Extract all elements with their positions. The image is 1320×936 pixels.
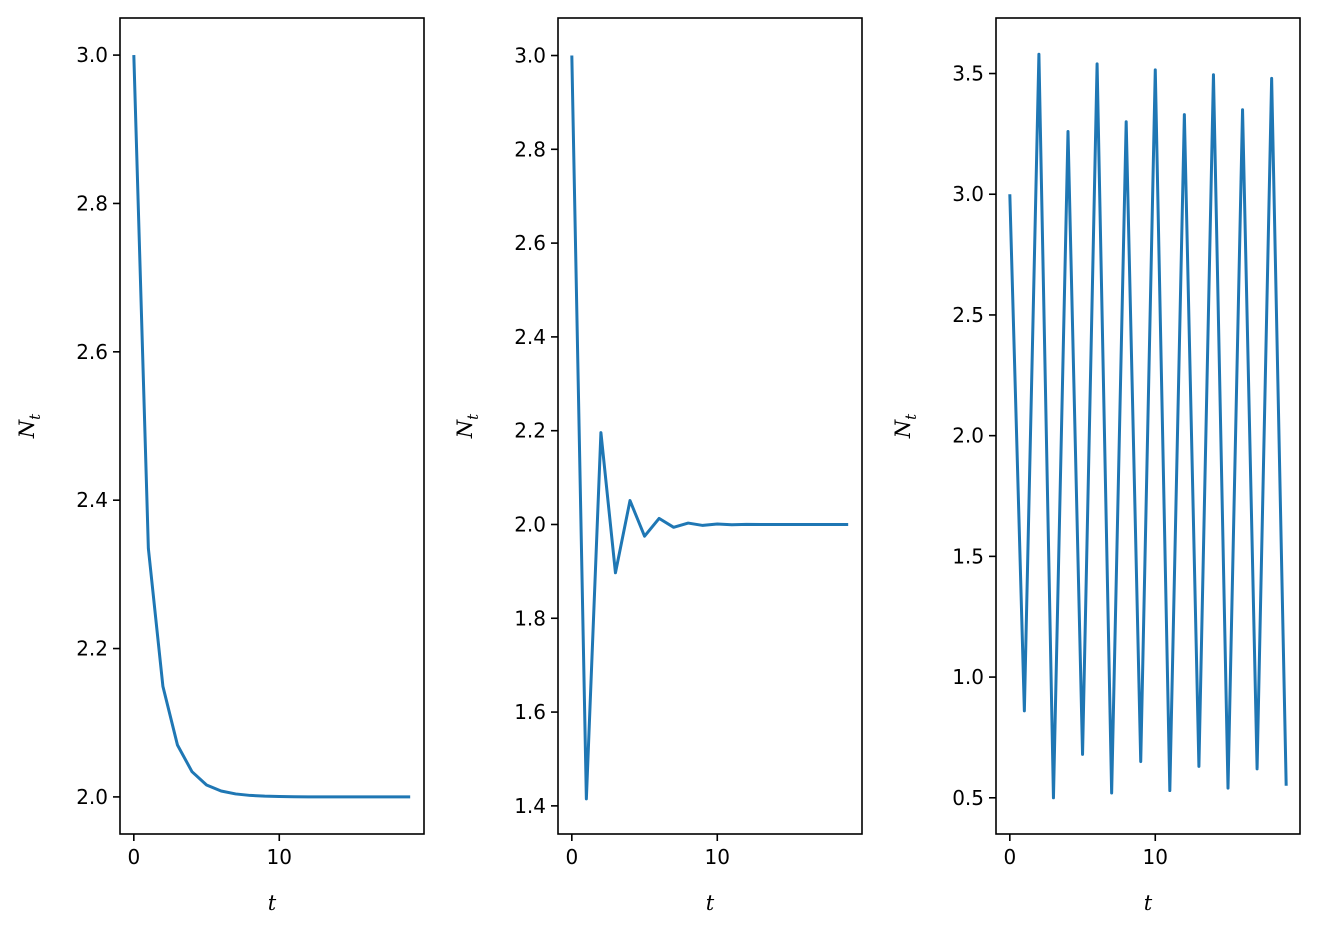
y-tick-label: 2.0 (952, 424, 984, 448)
y-tick-label: 2.8 (514, 137, 546, 161)
y-tick-label: 2.0 (76, 785, 108, 809)
y-tick-label: 1.0 (952, 665, 984, 689)
y-tick-label: 0.5 (952, 786, 984, 810)
y-tick-label: 1.5 (952, 544, 984, 568)
y-tick-label: 2.8 (76, 191, 108, 215)
x-tick-label: 10 (1143, 845, 1168, 869)
x-tick-label: 0 (1003, 845, 1016, 869)
y-tick-label: 2.6 (76, 340, 108, 364)
x-axis-label: t (1144, 891, 1153, 915)
x-axis-label: t (706, 891, 715, 915)
y-axis-label: Nt (891, 413, 920, 439)
y-tick-label: 2.6 (514, 231, 546, 255)
y-tick-label: 2.4 (76, 488, 108, 512)
y-tick-label: 1.6 (514, 700, 546, 724)
y-axis-label: Nt (15, 413, 44, 439)
y-tick-label: 2.4 (514, 325, 546, 349)
subplot-2: 1.4 1.6 1.8 2.0 2.2 2.4 2.6 2.8 3.0 0 10 t Nt (453, 17, 863, 915)
x-axis-label: t (268, 891, 277, 915)
y-tick-label: 3.0 (76, 43, 108, 67)
y-tick-label: 3.0 (952, 182, 984, 206)
y-tick-label: 3.5 (952, 62, 984, 86)
y-tick-label: 3.0 (514, 44, 546, 68)
series-line (570, 55, 849, 801)
series-line (1008, 52, 1288, 800)
y-tick-label: 2.2 (76, 637, 108, 661)
axes-frame (995, 17, 1301, 835)
y-tick-label: 2.2 (514, 419, 546, 443)
y-tick-label: 1.8 (514, 606, 546, 630)
x-tick-label: 10 (267, 845, 292, 869)
series-line (132, 55, 411, 799)
axes-frame (557, 17, 863, 835)
x-tick-label: 0 (127, 845, 140, 869)
y-tick-label: 2.0 (514, 512, 546, 536)
y-tick-label: 1.4 (514, 794, 546, 818)
subplot-1: 2.0 2.2 2.4 2.6 2.8 3.0 0 10 t Nt (15, 17, 425, 915)
y-tick-label: 2.5 (952, 303, 984, 327)
subplot-3: 0.5 1.0 1.5 2.0 2.5 3.0 3.5 0 10 t Nt (891, 17, 1301, 915)
y-axis-label: Nt (453, 413, 482, 439)
axes-frame (119, 17, 425, 835)
x-tick-label: 0 (565, 845, 578, 869)
x-tick-label: 10 (705, 845, 730, 869)
